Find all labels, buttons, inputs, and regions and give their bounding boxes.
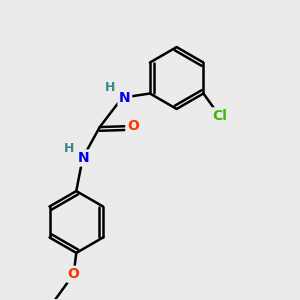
Text: H: H xyxy=(64,142,74,155)
Text: O: O xyxy=(68,267,80,281)
Text: H: H xyxy=(105,81,115,94)
Text: O: O xyxy=(127,119,139,133)
Text: Cl: Cl xyxy=(212,109,227,123)
Text: N: N xyxy=(78,151,90,165)
Text: N: N xyxy=(119,91,130,105)
